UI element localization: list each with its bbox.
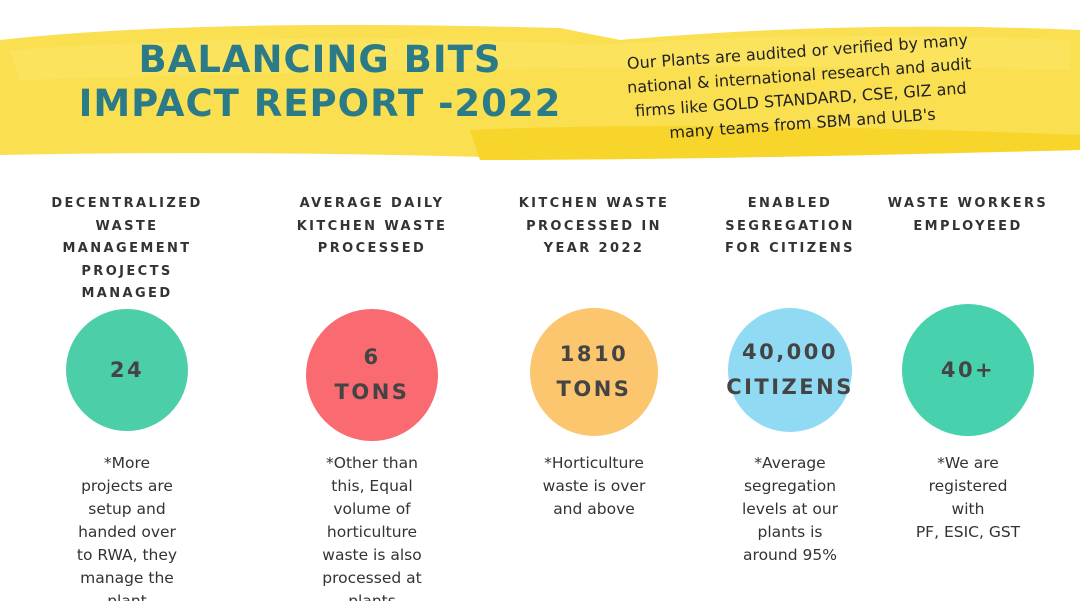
note-line: PF, ESIC, GST — [915, 523, 1021, 541]
stat-circle: 6 TONS — [306, 309, 438, 441]
stat-circle: 40,000 CITIZENS — [726, 308, 854, 432]
stat-heading: WASTE WORKERS EMPLOYEED — [858, 193, 1078, 238]
stat-note: *Average segregation levels at our plants i… — [680, 452, 900, 567]
stat-heading: AVERAGE DAILY KITCHEN WASTE PROCESSED — [262, 193, 482, 261]
stat-value: 40,000 — [741, 340, 839, 364]
heading-line: WASTE — [95, 218, 159, 234]
stat-heading: KITCHEN WASTE PROCESSED IN YEAR 2022 — [484, 193, 704, 261]
stat-value: 24 — [109, 357, 145, 382]
stat-note: *Horticulture waste is over and above — [484, 452, 704, 521]
title: BALANCING BITS IMPACT REPORT -2022 — [60, 38, 580, 126]
heading-line: MANAGED — [81, 286, 173, 301]
stat-circle: 1810 TONS — [530, 308, 658, 436]
heading-line: EMPLOYEED — [913, 218, 1023, 234]
note-line: setup and — [88, 500, 166, 518]
note-line: *More — [103, 454, 151, 472]
heading-line: FOR CITIZENS — [725, 241, 855, 256]
note-line: to RWA, they — [76, 546, 178, 564]
heading-line: KITCHEN WASTE — [518, 196, 670, 211]
note-line: *We are — [937, 454, 999, 472]
note-line: projects are — [81, 477, 173, 495]
note-line: *Other than — [326, 454, 418, 472]
heading-line: PROJECTS — [81, 263, 173, 279]
stat-heading: DECENTRALIZED WASTE MANAGEMENT PROJECTS MANA… — [17, 193, 237, 306]
title-line: BALANCING BITS — [138, 38, 502, 81]
heading-line: DECENTRALIZED — [51, 196, 203, 211]
heading-line: MANAGEMENT — [62, 241, 192, 256]
heading-line: SEGREGATION — [725, 218, 855, 234]
note-line: plants is — [757, 523, 823, 541]
stat-note: *We are registered with PF, ESIC, GST — [858, 452, 1078, 544]
note-line: segregation — [743, 477, 837, 495]
stat-value: 1810 — [559, 342, 629, 366]
stat-value: 40+ — [940, 357, 996, 382]
stat-value: 6 — [363, 345, 381, 369]
brush-stroke — [0, 24, 1080, 160]
note-line: and above — [553, 500, 635, 518]
note-line: horticulture — [326, 523, 418, 541]
heading-line: KITCHEN WASTE — [296, 218, 448, 234]
stat-value: TONS — [556, 377, 632, 401]
note-line: registered — [928, 477, 1008, 495]
note-line: plants — [348, 592, 396, 601]
stat-value: TONS — [334, 380, 410, 404]
stat-note: *Other than this, Equal volume of horticult… — [262, 452, 482, 601]
note-line: plant — [107, 592, 147, 601]
stat-value: CITIZENS — [726, 375, 854, 399]
note-line: handed over — [78, 523, 176, 541]
heading-line: PROCESSED — [317, 241, 427, 256]
stat-heading: ENABLED SEGREGATION FOR CITIZENS — [680, 193, 900, 261]
stat-circle: 40+ — [902, 304, 1034, 436]
note-line: manage the — [80, 569, 174, 587]
title-line: IMPACT REPORT -2022 — [78, 82, 562, 125]
note-line: volume of — [333, 500, 411, 518]
heading-line: YEAR 2022 — [543, 241, 645, 256]
note-line: levels at our — [741, 500, 839, 518]
heading-line: WASTE WORKERS — [887, 196, 1049, 211]
note-line: waste is over — [542, 477, 646, 495]
stat-note: *More projects are setup and handed over to … — [17, 452, 237, 601]
note-line: *Average — [754, 454, 826, 472]
heading-line: ENABLED — [747, 196, 833, 211]
note-line: with — [951, 500, 985, 518]
heading-line: PROCESSED IN — [526, 218, 662, 234]
note-line: processed at — [322, 569, 422, 587]
note-line: this, Equal — [331, 477, 413, 495]
note-line: waste is also — [322, 546, 422, 564]
heading-line: AVERAGE DAILY — [299, 196, 445, 211]
note-line: *Horticulture — [544, 454, 644, 472]
note-line: around 95% — [743, 546, 837, 564]
stat-circle: 24 — [66, 309, 188, 431]
